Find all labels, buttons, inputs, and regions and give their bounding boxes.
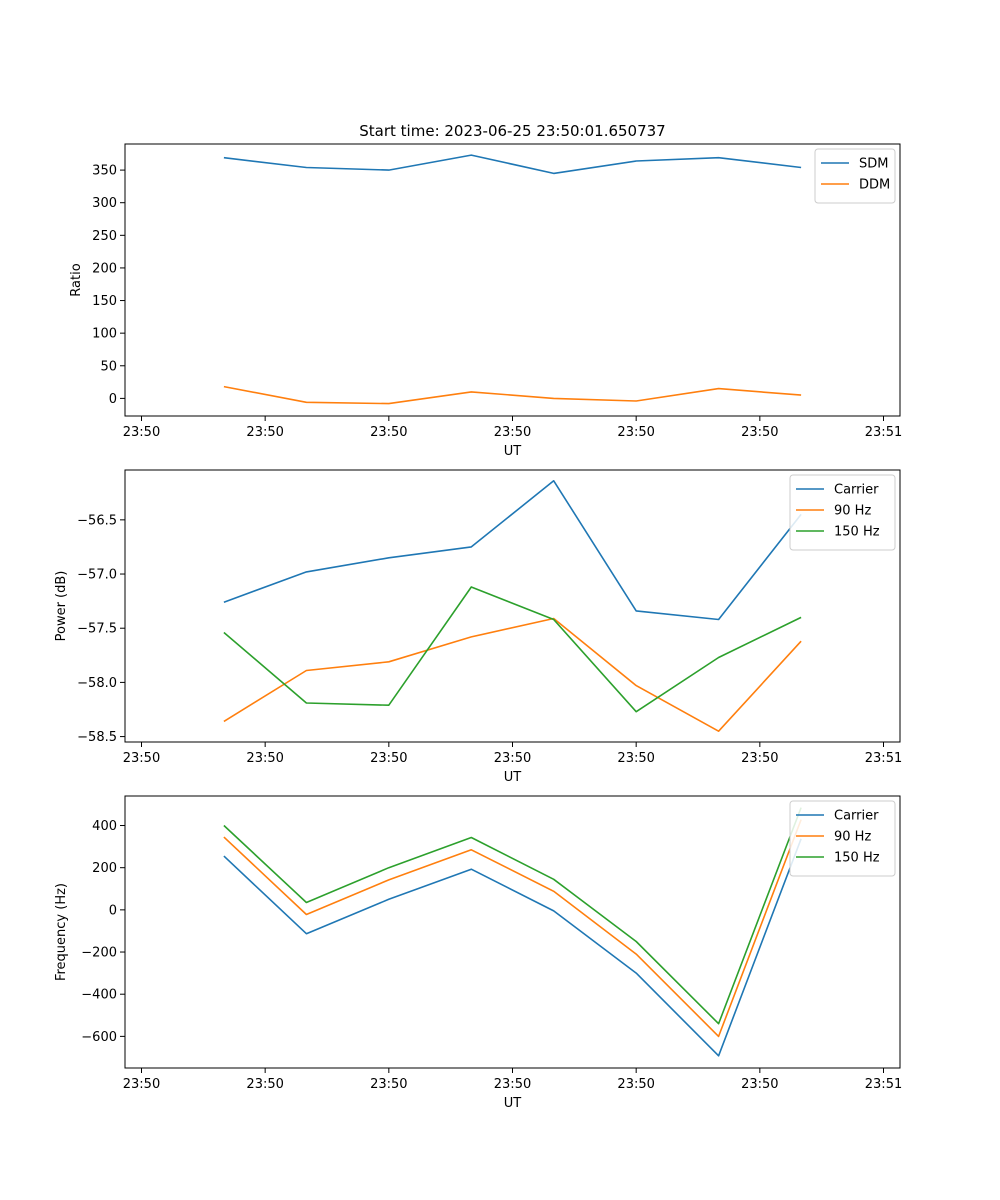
x-tick-label: 23:50 [123,1077,160,1092]
legend-label: DDM [859,178,890,193]
series-line-ddm [223,385,802,405]
x-tick-label: 23:51 [865,1077,902,1092]
subplots: 23:50 23:50 23:50 23:50 23:50 23:50 23:51 UT 0 50… [54,143,902,1111]
x-tick-label: 23:50 [741,1077,778,1092]
legend-label: 150 Hz [834,525,880,540]
x-tick-label: 23:50 [617,1077,654,1092]
series-line-90-hz [223,819,802,1038]
x-tick-label: 23:51 [865,425,902,440]
legend-label: Carrier [834,483,879,498]
y-tick-label: 150 [92,294,117,309]
y-tick-label: −58.0 [77,676,117,691]
legend-label: 90 Hz [834,830,871,845]
series-line-carrier [223,479,802,621]
y-tick-label: 200 [92,861,117,876]
legend-label: SDM [859,157,888,172]
x-axis-label: UT [504,444,522,459]
series-line-90-hz [223,617,802,733]
x-tick-label: 23:50 [246,425,283,440]
y-axis-label: Power (dB) [54,571,69,642]
y-tick-label: 100 [92,327,117,342]
y-tick-label: −400 [81,988,117,1003]
subplot-3: 23:50 23:50 23:50 23:50 23:50 23:50 23:51 UT −60… [54,795,902,1111]
x-tick-label: 23:50 [494,1077,531,1092]
y-tick-label: 250 [92,229,117,244]
x-tick-label: 23:50 [617,425,654,440]
axes-frame [124,795,901,1069]
y-tick-label: −57.5 [77,622,117,637]
legend: SDM DDM [814,148,896,204]
y-tick-label: −200 [81,946,117,961]
y-tick-label: −58.5 [77,730,117,745]
legend: Carrier 90 Hz 150 Hz [789,800,896,877]
x-tick-label: 23:51 [865,751,902,766]
x-tick-label: 23:50 [246,751,283,766]
series-line-carrier [223,838,802,1057]
x-tick-label: 23:50 [370,1077,407,1092]
series-line-150-hz [223,807,802,1025]
x-tick-label: 23:50 [370,425,407,440]
x-tick-label: 23:50 [741,751,778,766]
y-axis-label: Frequency (Hz) [54,883,69,981]
y-tick-label: 400 [92,819,117,834]
series-line-sdm [223,154,802,175]
figure-title: Start time: 2023-06-25 23:50:01.650737 [359,122,665,140]
y-tick-label: 50 [100,359,117,374]
x-axis-label: UT [504,770,522,785]
x-tick-label: 23:50 [123,425,160,440]
x-tick-label: 23:50 [494,425,531,440]
x-tick-label: 23:50 [741,425,778,440]
legend-label: 90 Hz [834,504,871,519]
y-tick-label: 200 [92,261,117,276]
y-tick-label: −56.5 [77,513,117,528]
y-tick-label: −57.0 [77,568,117,583]
legend-label: 150 Hz [834,851,880,866]
y-axis-label: Ratio [69,263,84,296]
x-tick-label: 23:50 [494,751,531,766]
y-tick-label: 0 [109,392,117,407]
axes-frame [124,143,901,417]
x-tick-label: 23:50 [246,1077,283,1092]
x-tick-label: 23:50 [617,751,654,766]
x-axis-label: UT [504,1096,522,1111]
y-tick-label: −600 [81,1030,117,1045]
x-tick-label: 23:50 [123,751,160,766]
subplot-2: 23:50 23:50 23:50 23:50 23:50 23:50 23:51 UT −58… [54,469,902,785]
series-line-150-hz [223,586,802,713]
legend: Carrier 90 Hz 150 Hz [789,474,896,551]
y-tick-label: 350 [92,164,117,179]
axes-frame [124,469,901,743]
legend-label: Carrier [834,809,879,824]
y-tick-label: 300 [92,196,117,211]
subplot-1: 23:50 23:50 23:50 23:50 23:50 23:50 23:51 UT 0 50… [69,143,902,459]
y-tick-label: 0 [109,903,117,918]
x-tick-label: 23:50 [370,751,407,766]
